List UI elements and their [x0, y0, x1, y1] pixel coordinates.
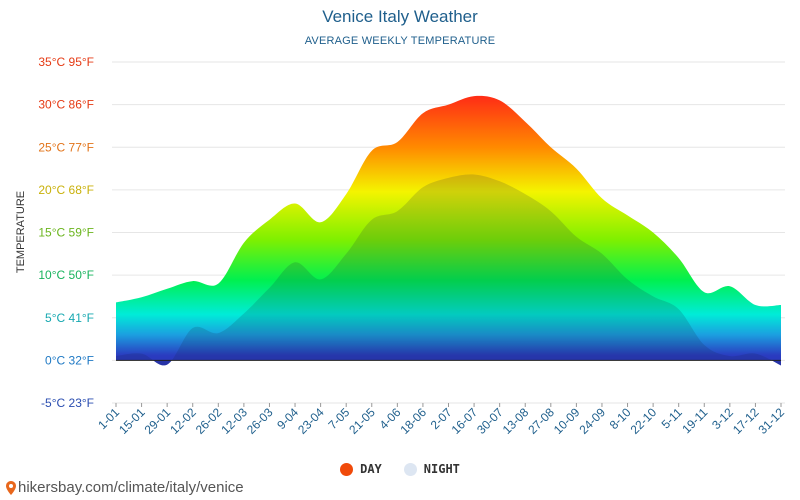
- y-tick-label: 25°C 77°F: [38, 140, 94, 154]
- y-tick-label: 5°C 41°F: [45, 311, 94, 325]
- x-tick-label: 18-06: [397, 405, 429, 437]
- y-tick-labels: 35°C 95°F 30°C 86°F 25°C 77°F 20°C 68°F 15°C…: [38, 55, 94, 410]
- y-tick-label: 35°C 95°F: [38, 55, 94, 69]
- x-tick-label: 22-10: [628, 405, 660, 437]
- y-tick-label: 0°C 32°F: [45, 353, 94, 367]
- x-tick-label: 10-09: [551, 405, 583, 437]
- legend-label-day: DAY: [360, 462, 382, 476]
- y-tick-label: 30°C 86°F: [38, 98, 94, 112]
- source-link[interactable]: hikersbay.com/climate/italy/venice: [6, 479, 244, 496]
- y-tick-label: 15°C 59°F: [38, 226, 94, 240]
- temperature-chart: 35°C 95°F 30°C 86°F 25°C 77°F 20°C 68°F 15°C…: [38, 55, 787, 437]
- x-tick-label: 30-07: [474, 405, 506, 437]
- x-tick-label: 21-05: [346, 405, 378, 437]
- day-legend-dot: [340, 462, 354, 476]
- x-tick-label: 13-08: [500, 405, 532, 437]
- chart-title: Venice Italy Weather: [322, 7, 478, 26]
- legend-item-day[interactable]: DAY: [340, 462, 382, 476]
- x-tick-label: 26-03: [244, 405, 276, 437]
- y-tick-label: 20°C 68°F: [38, 183, 94, 197]
- x-tick-label: 12-02: [167, 405, 199, 437]
- source-text: hikersbay.com/climate/italy/venice: [18, 479, 244, 496]
- x-tick-label: 31-12: [756, 405, 788, 437]
- x-tick-label: 29-01: [142, 405, 174, 437]
- x-tick-label: 19-11: [679, 405, 710, 436]
- x-tick-label: 24-09: [576, 405, 608, 437]
- x-tick-label: 27-08: [525, 405, 557, 437]
- y-tick-label: 10°C 50°F: [38, 268, 94, 282]
- x-tick-labels: 1-0115-0129-0112-0226-0212-0326-039-0423…: [95, 403, 787, 437]
- y-tick-label: -5°C 23°F: [41, 396, 94, 410]
- chart-subtitle: AVERAGE WEEKLY TEMPERATURE: [304, 35, 496, 47]
- night-series-shade: [116, 174, 781, 366]
- night-series-area: [116, 174, 781, 366]
- x-tick-label: 23-04: [295, 405, 327, 437]
- x-tick-label: 26-02: [193, 405, 225, 437]
- legend-item-night[interactable]: NIGHT: [403, 462, 460, 476]
- x-tick-label: 12-03: [218, 405, 250, 437]
- x-tick-label: 17-12: [730, 405, 762, 437]
- x-tick-label: 16-07: [449, 405, 481, 437]
- night-legend-dot: [403, 462, 417, 476]
- x-tick-label: 15-01: [116, 405, 148, 437]
- legend: DAY NIGHT: [0, 462, 800, 476]
- location-pin-icon: [6, 480, 16, 495]
- legend-label-night: NIGHT: [423, 462, 460, 476]
